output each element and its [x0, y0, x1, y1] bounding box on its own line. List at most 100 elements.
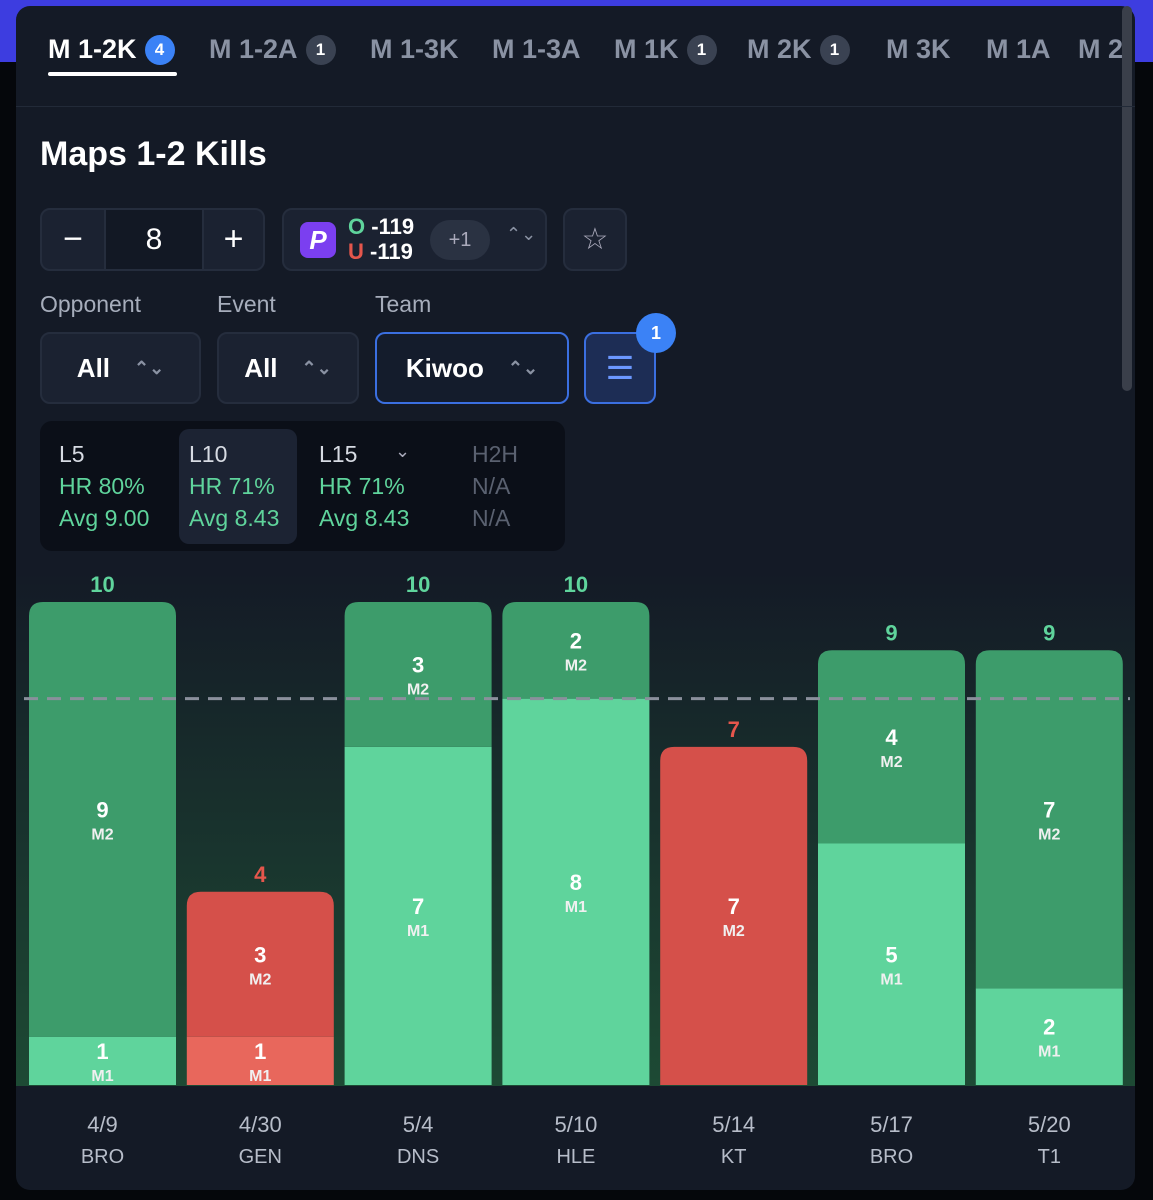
stat-period: L15: [319, 441, 358, 467]
segment-value: 7: [412, 894, 424, 919]
x-tick-label: 4/9: [87, 1112, 118, 1137]
opponent-label: HLE: [556, 1146, 595, 1168]
opponent-label: GEN: [239, 1146, 282, 1168]
tab[interactable]: M 1K 1: [614, 34, 717, 65]
tab-label: M 3K: [886, 34, 951, 64]
total-label: 9: [885, 620, 897, 645]
tab[interactable]: M 3K: [886, 34, 951, 65]
tab-badge: 1: [819, 34, 850, 65]
x-tick-label: 5/10: [554, 1112, 597, 1137]
stat-column[interactable]: L10 HR 71% Avg 8.43: [189, 438, 279, 534]
filter-label: Opponent: [40, 291, 142, 317]
bar-segment: [344, 602, 492, 747]
tab[interactable]: M 1-2K 4: [48, 34, 175, 65]
tab[interactable]: M 2K 1: [747, 34, 850, 65]
chevron: ⌃⌄: [507, 357, 539, 378]
stat-hr: HR 71%: [319, 473, 405, 499]
bar-segment: [186, 891, 334, 1037]
segment-value: 1: [96, 1039, 108, 1064]
x-tick-label: 5/17: [870, 1112, 913, 1137]
segment-map: M1: [407, 923, 429, 940]
total-label: 7: [728, 717, 740, 742]
tab-label: M 2: [1078, 34, 1124, 64]
over-price: -119: [371, 214, 415, 239]
chevron: ⌃⌄: [301, 357, 332, 378]
bar-segment: [660, 746, 808, 1085]
segment-map: M1: [1038, 1044, 1060, 1061]
tab-label: M 1A: [986, 34, 1051, 64]
stat-hr: HR 80%: [59, 473, 145, 499]
bar-segment: [502, 602, 650, 699]
stat-hr: N/A: [472, 473, 511, 499]
segment-value: 7: [728, 894, 740, 919]
tab-label: M 1K: [614, 34, 679, 64]
segment-value: 2: [570, 628, 582, 653]
scrollbar: [1122, 6, 1132, 391]
segment-map: M1: [91, 1068, 113, 1085]
segment-map: M1: [880, 971, 902, 988]
segment-value: 3: [412, 652, 424, 677]
plus[interactable]: +: [223, 220, 244, 258]
bar-segment: [975, 988, 1123, 1085]
bar-segment: [344, 746, 492, 1085]
over-label: O: [348, 214, 366, 239]
stat-column[interactable]: H2H N/A N/A: [472, 438, 518, 534]
filter-select[interactable]: Kiwoo ⌃⌄: [375, 332, 569, 404]
x-tick-label: 4/30: [239, 1112, 282, 1137]
favorite[interactable]: ☆: [563, 208, 627, 271]
stat-hr: HR 71%: [189, 473, 275, 499]
tab[interactable]: M 1-2A 1: [209, 34, 336, 65]
segment-map: M2: [1038, 826, 1060, 843]
tab-badge: 1: [686, 34, 717, 65]
opponent-label: KT: [721, 1146, 747, 1168]
tab[interactable]: M 2: [1078, 34, 1123, 65]
filter-select[interactable]: All ⌃⌄: [217, 332, 359, 404]
segment-map: M1: [249, 1068, 271, 1085]
minus[interactable]: −: [42, 210, 106, 269]
segment-map: M2: [407, 681, 429, 698]
segment-value: 2: [1043, 1015, 1055, 1040]
bar-segment: [502, 698, 650, 1085]
tab-label: M 1-3K: [370, 34, 459, 64]
stat-column[interactable]: L15 HR 71% Avg 8.43: [319, 438, 409, 534]
opponent-label: BRO: [81, 1146, 124, 1168]
bar-segment: [29, 1036, 176, 1085]
line-stepper: − 8 +: [40, 208, 265, 271]
tab[interactable]: M 1-3K: [370, 34, 459, 65]
segment-value: 8: [570, 870, 582, 895]
filter-value: All: [244, 352, 278, 383]
tab-label: M 2K: [747, 34, 812, 64]
title: Maps 1-2 Kills: [40, 135, 267, 173]
chevron: ⌃⌄: [506, 224, 537, 244]
segment-map: M2: [565, 657, 587, 674]
bar-segment: [29, 602, 176, 1037]
tab[interactable]: M 1-3A: [492, 34, 581, 65]
chart: 1 M1 9 M2 10 4/9 BRO 1 M1 3 M2 4 4/30 GEN 7 M1 3 M2 10 5/4 D…: [16, 570, 1135, 1168]
total-label: 10: [90, 572, 114, 597]
over: O -119: [348, 214, 414, 240]
opponent-label: T1: [1038, 1146, 1061, 1168]
tab-underline: [48, 72, 177, 76]
opponent-label: DNS: [397, 1146, 439, 1168]
segment-value: 3: [254, 942, 266, 967]
tab[interactable]: M 1A: [986, 34, 1051, 65]
stat-avg: Avg 8.43: [189, 505, 280, 531]
segment-map: M2: [249, 971, 271, 988]
bar-segment: [975, 650, 1123, 989]
x-tick-label: 5/14: [712, 1112, 755, 1137]
tab-label: M 1-3A: [492, 34, 581, 64]
segment-map: M2: [880, 754, 902, 771]
tab-badge: 1: [305, 34, 336, 65]
book-icon: P: [300, 222, 336, 258]
filter-label: Event: [217, 291, 276, 317]
tab-badge: 4: [144, 34, 175, 65]
tab-bar: M 1-2K 4 M 1-2A 1 M 1-3K M 1-3A M 1K 1 M 2K 1 M 3K…: [16, 30, 1135, 107]
segment-value: 7: [1043, 797, 1055, 822]
segment-map: M1: [565, 899, 587, 916]
stat-column[interactable]: L5 HR 80% Avg 9.00: [59, 438, 149, 534]
tab-label: M 1-2K: [48, 34, 137, 64]
filter-select[interactable]: All ⌃⌄: [40, 332, 201, 404]
odds[interactable]: P O -119 U -119 +1 ⌃⌄: [282, 208, 547, 271]
segment-value: 1: [254, 1039, 266, 1064]
